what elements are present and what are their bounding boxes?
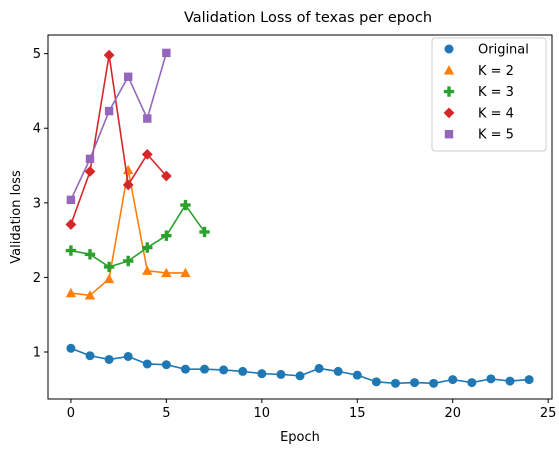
legend-marker (444, 130, 454, 139)
legend-marker (443, 107, 455, 119)
series-3 (65, 199, 210, 273)
data-point (103, 273, 115, 284)
data-point (142, 265, 153, 275)
x-axis-label: Epoch (280, 430, 320, 445)
plot-frame (47, 34, 553, 400)
data-point (314, 363, 324, 373)
data-point (429, 378, 439, 388)
series-2 (65, 164, 191, 300)
data-point (219, 365, 229, 375)
data-point (505, 376, 515, 386)
legend-label: K = 3 (478, 85, 514, 100)
data-point (238, 366, 248, 376)
data-point (180, 267, 191, 278)
data-point (142, 242, 153, 253)
data-point (104, 354, 114, 364)
legend-box (431, 37, 547, 152)
data-point (122, 179, 134, 191)
x-tick-label: 0 (67, 406, 75, 421)
data-point (199, 226, 210, 238)
data-point (143, 114, 152, 123)
data-point (85, 154, 95, 164)
data-point (180, 199, 191, 211)
series-line (70, 54, 167, 225)
x-tick-label: 15 (349, 406, 366, 421)
x-tick-label: 5 (162, 406, 170, 421)
series-5 (66, 48, 171, 205)
plot-area (65, 48, 534, 388)
y-tick-label: 2 (33, 271, 41, 286)
series-line (70, 52, 168, 201)
legend-label: K = 2 (478, 64, 514, 79)
data-point (161, 360, 171, 370)
data-point (333, 366, 343, 376)
legend-marker (444, 44, 454, 54)
data-point (161, 267, 172, 278)
data-point (123, 72, 133, 81)
data-point (84, 290, 96, 300)
data-point (352, 370, 362, 380)
data-point (122, 255, 134, 267)
y-tick-label: 1 (33, 346, 41, 361)
data-point (65, 245, 77, 256)
series-line (70, 204, 206, 268)
data-point (180, 364, 190, 374)
x-tick-label: 20 (444, 406, 461, 421)
data-point (276, 369, 286, 379)
data-point (123, 351, 133, 361)
data-point (371, 377, 381, 387)
y-tick-label: 3 (33, 196, 41, 211)
data-point (486, 374, 496, 384)
y-axis-label: Validation loss (9, 170, 24, 264)
legend-label: K = 5 (478, 128, 514, 143)
data-point (200, 364, 210, 374)
data-point (103, 49, 115, 61)
legend-label: K = 4 (478, 106, 514, 121)
legend-marker (443, 65, 455, 75)
data-point (410, 378, 420, 388)
x-tick-label: 25 (540, 406, 557, 421)
data-point (65, 219, 77, 230)
data-point (160, 170, 172, 182)
data-point (390, 378, 400, 388)
y-axis: 1 2 3 4 5 (33, 47, 48, 361)
data-point (104, 106, 114, 116)
chart-title: Validation Loss of texas per epoch (184, 10, 432, 26)
y-tick-label: 5 (33, 47, 41, 62)
data-point (141, 148, 153, 160)
y-tick-label: 4 (33, 122, 41, 137)
data-point (161, 230, 172, 241)
data-point (85, 351, 95, 361)
data-point (524, 375, 534, 385)
data-point (142, 359, 152, 369)
data-point (66, 195, 76, 205)
data-point (84, 166, 96, 177)
data-point (84, 249, 96, 260)
x-axis: 0 5 10 15 20 25 (67, 399, 557, 421)
data-point (103, 261, 115, 273)
data-point (66, 343, 76, 353)
legend-label: Original (478, 43, 529, 58)
data-point (257, 369, 267, 379)
x-tick-label: 10 (254, 406, 271, 421)
legend-marker (443, 86, 455, 97)
data-point (448, 375, 458, 385)
data-point (162, 48, 171, 58)
legend: Original K = 2 K = 3 K = 4 K = 5 (431, 37, 547, 152)
series-4 (65, 49, 172, 230)
data-point (295, 371, 305, 381)
data-point (467, 378, 477, 388)
series-1 (66, 343, 534, 388)
data-point (65, 287, 77, 298)
